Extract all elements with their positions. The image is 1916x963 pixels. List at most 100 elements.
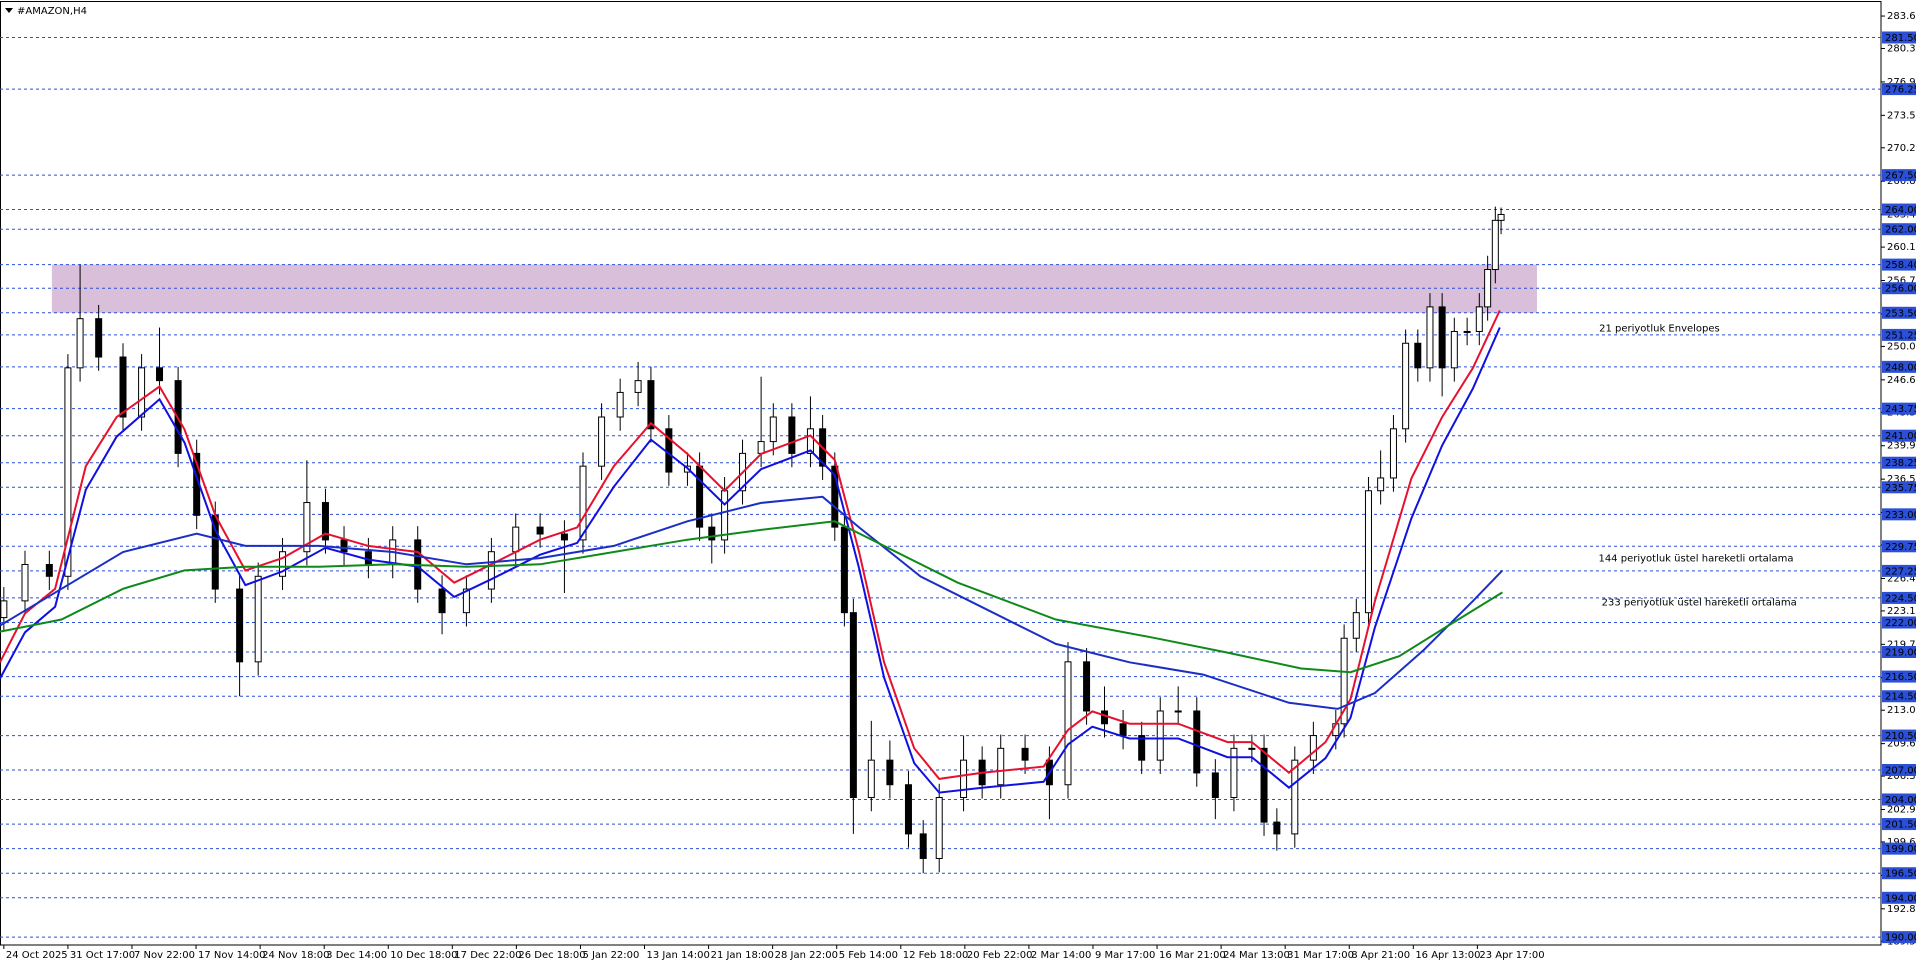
candle-body [708, 526, 716, 541]
level-label-box [1882, 282, 1916, 295]
y-tick-label: 266.88 [1887, 176, 1916, 187]
menu-triangle[interactable] [5, 8, 13, 13]
level-label-box [1882, 670, 1916, 683]
level-label-box [1882, 891, 1916, 904]
candle-body [536, 526, 544, 535]
level-label-box [1882, 456, 1916, 469]
level-label: 251.25 [1885, 330, 1916, 341]
candle-body [0, 600, 8, 619]
indicator-label: 233 periyotluk üstel hareketli ortalama [1602, 597, 1797, 608]
level-label-box [1882, 540, 1916, 553]
y-tick-label: 256.78 [1887, 276, 1916, 287]
y-tick-label: 192.88 [1887, 904, 1916, 915]
level-label: 227.25 [1885, 566, 1916, 577]
x-tick-label: 10 Dec 18:00 [390, 950, 457, 961]
level-label: 262.00 [1885, 225, 1916, 236]
indicator-label: 144 periyotluk üstel hareketli ortalama [1598, 553, 1793, 564]
candle-body [1101, 710, 1109, 725]
x-tick-label: 31 Oct 17:00 [70, 950, 135, 961]
level-label: 267.50 [1885, 171, 1916, 182]
level-label: 233.00 [1885, 510, 1916, 521]
candle-body [886, 759, 894, 786]
candle-body [1291, 759, 1299, 835]
level-label: 241.00 [1885, 431, 1916, 442]
candle-body [76, 318, 84, 369]
candle-body [831, 465, 839, 528]
level-label-box [1882, 328, 1916, 341]
indicator-label: 21 periyotluk Envelopes [1599, 323, 1720, 334]
plot-frame [0, 1, 1882, 946]
candle-body [1426, 306, 1434, 369]
candle-body [156, 367, 164, 382]
level-label-box [1882, 645, 1916, 658]
y-tick-label: 283.68 [1887, 11, 1916, 22]
level-label-box [1882, 793, 1916, 806]
level-label: 222.00 [1885, 618, 1916, 629]
candle-body [45, 563, 53, 577]
candle-body [1377, 477, 1385, 492]
candle-body [598, 416, 606, 467]
y-tick-label: 223.18 [1887, 606, 1916, 617]
y-tick-label: 199.68 [1887, 837, 1916, 848]
candle-body [1389, 428, 1397, 479]
candle-body [1260, 747, 1268, 823]
candle-body [867, 759, 875, 799]
indicator-line [0, 520, 1503, 674]
y-tick-label: 219.78 [1887, 639, 1916, 650]
level-label: 194.00 [1885, 893, 1916, 904]
level-label-box [1882, 690, 1916, 703]
x-tick-label: 28 Jan 22:00 [775, 950, 838, 961]
level-label-box [1882, 169, 1916, 182]
candle-body [1211, 772, 1219, 799]
level-label: 219.00 [1885, 647, 1916, 658]
y-tick-label: 239.98 [1887, 441, 1916, 452]
x-tick-label: 17 Dec 22:00 [454, 950, 521, 961]
candle-body [960, 759, 968, 799]
candle-body [1497, 213, 1505, 221]
x-tick-label: 16 Apr 13:00 [1415, 950, 1480, 961]
candle-body [21, 563, 29, 602]
level-label: 281.50 [1885, 33, 1916, 44]
level-label: 276.25 [1885, 85, 1916, 96]
level-label-box [1882, 564, 1916, 577]
level-label: 201.50 [1885, 820, 1916, 831]
level-label-box [1882, 481, 1916, 494]
x-tick-label: 20 Feb 22:00 [967, 950, 1033, 961]
level-label: 256.00 [1885, 284, 1916, 295]
candle-body [560, 533, 568, 541]
y-tick-label: 273.58 [1887, 110, 1916, 121]
level-label-box [1882, 258, 1916, 271]
x-tick-label: 16 Mar 21:00 [1159, 950, 1226, 961]
candle-body [279, 551, 287, 577]
x-tick-label: 12 Feb 18:00 [903, 950, 969, 961]
level-label-box [1882, 867, 1916, 880]
level-label: 196.50 [1885, 869, 1916, 880]
candle-body [1475, 306, 1483, 332]
candle-body [1364, 490, 1372, 614]
x-tick-label: 24 Nov 18:00 [262, 950, 329, 961]
candle-body [935, 797, 943, 859]
candle-body [579, 465, 587, 541]
candle-body [997, 747, 1005, 786]
y-tick-label: 226.48 [1887, 573, 1916, 584]
level-label-box [1882, 508, 1916, 521]
level-label: 210.50 [1885, 731, 1916, 742]
level-label: 207.00 [1885, 765, 1916, 776]
x-tick-label: 24 Mar 13:00 [1223, 950, 1290, 961]
x-tick-label: 3 Dec 14:00 [326, 950, 387, 961]
candle-body [512, 526, 520, 553]
x-tick-label: 31 Mar 17:00 [1287, 950, 1354, 961]
y-tick-label: 213.08 [1887, 705, 1916, 716]
level-label-box [1882, 591, 1916, 604]
candle-body [1309, 735, 1317, 761]
level-label: 238.25 [1885, 458, 1916, 469]
level-label: 204.00 [1885, 795, 1916, 806]
candle-body [634, 380, 642, 393]
candle-body [321, 502, 329, 541]
indicator-line [0, 495, 1504, 710]
candle-body [1414, 342, 1422, 369]
x-tick-label: 24 Oct 2025 [6, 950, 68, 961]
candle-body [340, 539, 348, 553]
x-tick-label: 5 Jan 22:00 [582, 950, 639, 961]
